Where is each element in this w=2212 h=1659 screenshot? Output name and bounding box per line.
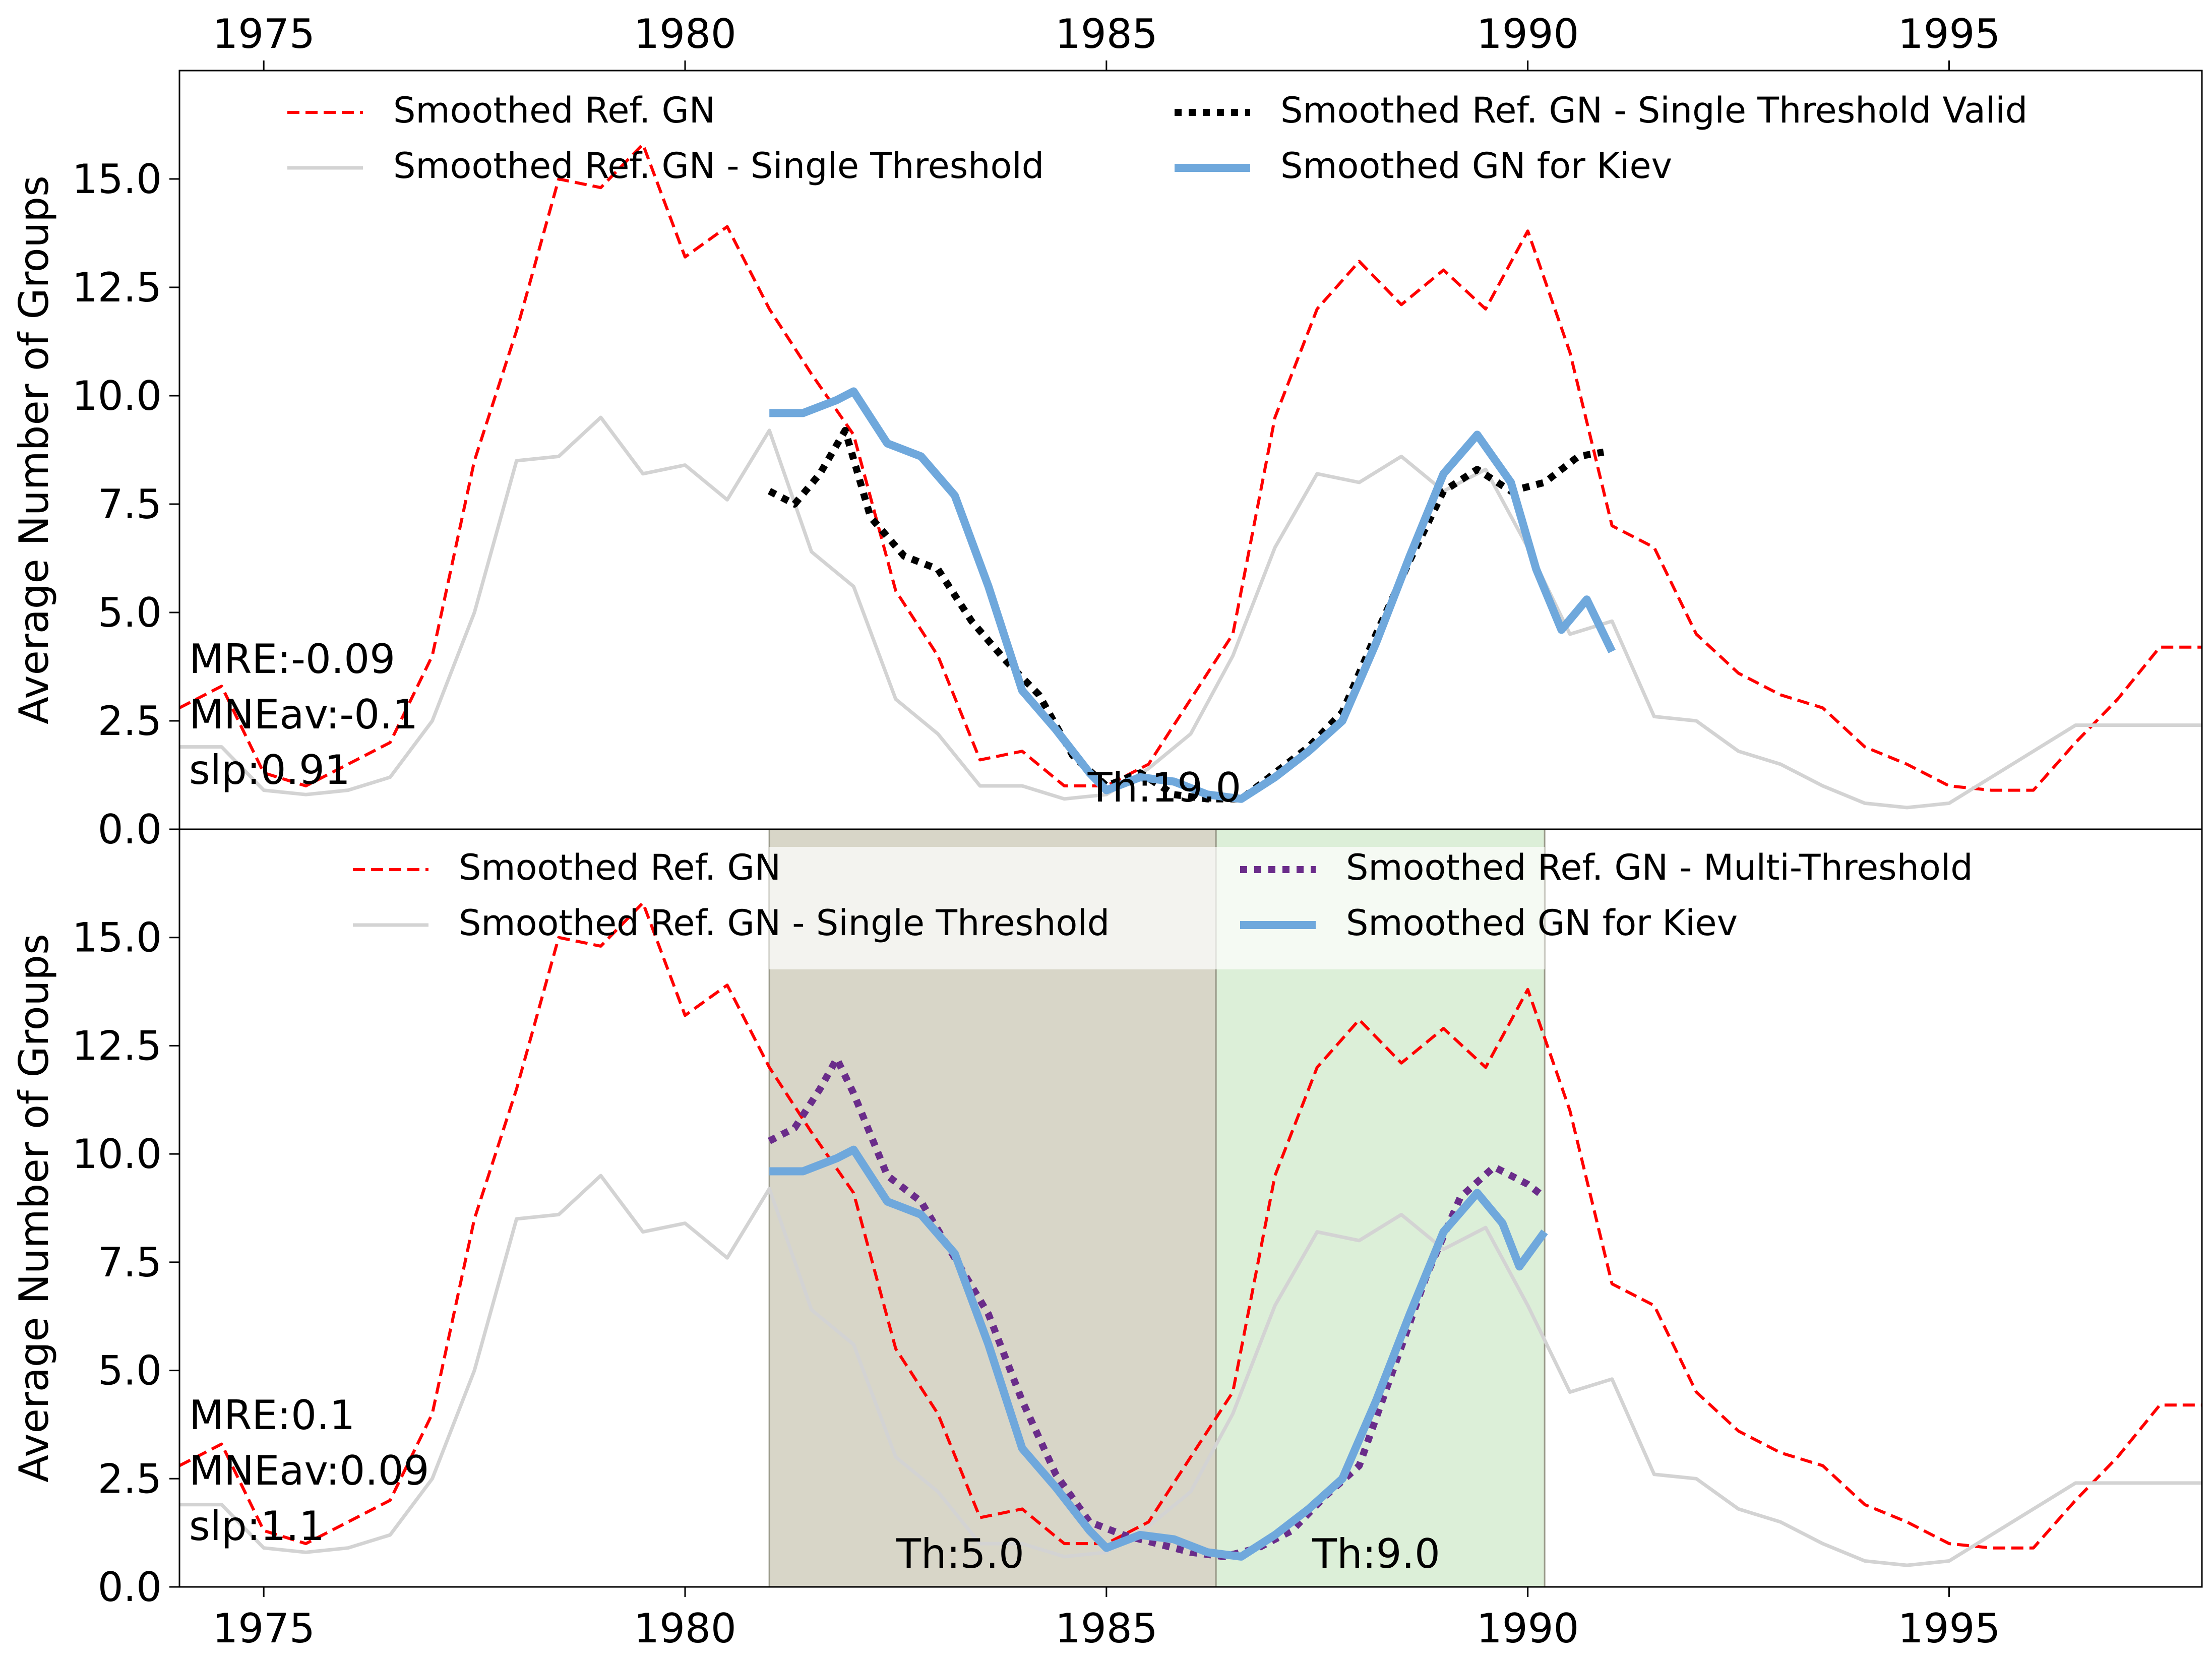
annotation-slp-1-1: slp:1.1 [189, 1503, 325, 1550]
top-panel: Smoothed Ref. GN Smoothed Ref. GN - Singl… [11, 11, 2203, 853]
y-tick-label: 12.5 [72, 264, 162, 311]
y-tick-label: 2.5 [98, 698, 162, 745]
y-tick-label: 10.0 [72, 1131, 162, 1178]
annotation-mre-0-1: MRE:0.1 [189, 1392, 355, 1439]
y-axis-label: Average Number of Groups [11, 934, 57, 1483]
annotation-th-5-0: Th:5.0 [896, 1530, 1024, 1577]
series-line-smoothed-gn-for-kiev [769, 1145, 1548, 1561]
y-tick-label: 0.0 [98, 1564, 162, 1611]
legend-label-smoothed-gn-for-kiev: Smoothed GN for Kiev [1280, 145, 1672, 187]
series-line-smoothed-ref-gn-single-threshold [179, 415, 2202, 810]
y-tick-label: 7.5 [98, 481, 162, 528]
legend-label-smoothed-ref-gn: Smoothed Ref. GN [393, 90, 715, 131]
series-line-smoothed-ref-gn [179, 143, 2202, 792]
y-tick-label: 7.5 [98, 1239, 162, 1286]
x-tick-label: 1990 [1477, 11, 1579, 57]
x-tick-label: 1985 [1055, 11, 1158, 57]
x-tick-label: 1995 [1898, 1605, 2001, 1652]
y-tick-label: 15.0 [72, 914, 162, 961]
annotation-slp-0-91: slp:0.91 [189, 747, 350, 793]
y-tick-label: 5.0 [98, 589, 162, 636]
annotation-mneav-0-1: MNEav:-0.1 [189, 691, 418, 738]
bottom-panel: Smoothed Ref. GN Smoothed Ref. GN - Singl… [11, 828, 2203, 1652]
x-tick-label: 1975 [212, 1605, 315, 1652]
legend-label-smoothed-ref-gn-single-threshold: Smoothed Ref. GN - Single Threshold [459, 902, 1110, 944]
y-axis-label: Average Number of Groups [11, 175, 57, 724]
y-tick-label: 15.0 [72, 156, 162, 203]
x-tick-label: 1980 [634, 11, 736, 57]
legend-label-smoothed-gn-for-kiev: Smoothed GN for Kiev [1346, 902, 1738, 944]
annotation-th-19-0: Th:19.0 [1087, 764, 1242, 811]
series-line-smoothed-ref-gn [179, 901, 2202, 1550]
x-tick-label: 1985 [1055, 1605, 1158, 1652]
series-line-smoothed-gn-for-kiev [769, 387, 1616, 803]
axes-frame [178, 828, 2203, 1588]
legend-label-smoothed-ref-gn-single-threshold: Smoothed Ref. GN - Single Threshold [393, 145, 1044, 187]
y-tick-label: 2.5 [98, 1455, 162, 1502]
legend-label-smoothed-ref-gn-multi-threshold: Smoothed Ref. GN - Multi-Threshold [1346, 847, 1973, 888]
series-line-smoothed-ref-gn-single-threshold-valid [767, 426, 1605, 803]
legend-frame [769, 847, 1545, 969]
y-tick-label: 12.5 [72, 1022, 162, 1069]
x-tick-label: 1995 [1898, 11, 2001, 57]
legend-label-smoothed-ref-gn: Smoothed Ref. GN [459, 847, 781, 888]
x-tick-label: 1980 [634, 1605, 736, 1652]
legend-label-smoothed-ref-gn-single-threshold-valid: Smoothed Ref. GN - Single Threshold Vali… [1280, 90, 2027, 131]
y-tick-label: 0.0 [98, 806, 162, 853]
annotation-th-9-0: Th:9.0 [1312, 1530, 1440, 1577]
series-line-smoothed-ref-gn-single-threshold [179, 1174, 2202, 1567]
x-tick-label: 1990 [1477, 1605, 1579, 1652]
annotation-mre-0-09: MRE:-0.09 [189, 636, 395, 683]
annotation-mneav-0-09: MNEav:0.09 [189, 1447, 429, 1494]
x-tick-label: 1975 [212, 11, 315, 57]
y-tick-label: 5.0 [98, 1347, 162, 1394]
y-tick-label: 10.0 [72, 373, 162, 419]
